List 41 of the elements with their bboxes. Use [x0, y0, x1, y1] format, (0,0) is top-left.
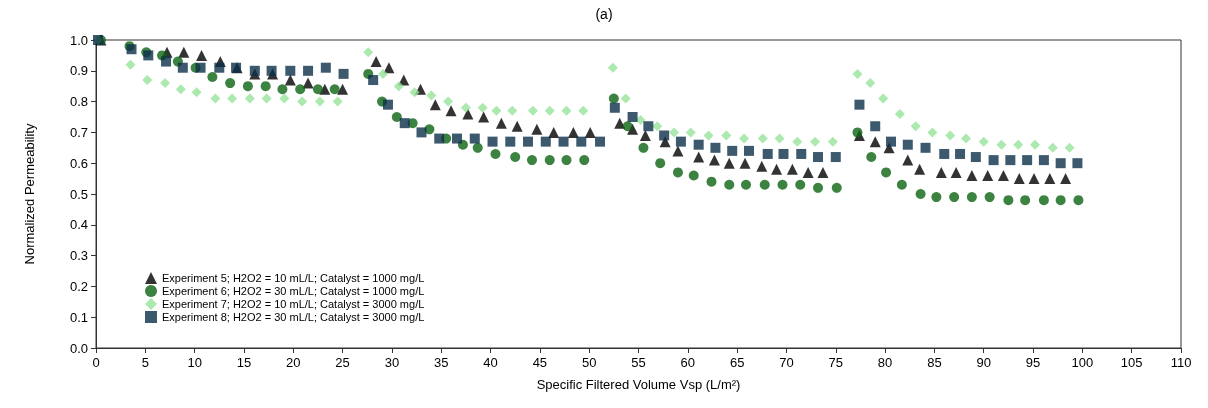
x-tick-label: 65 [729, 355, 745, 370]
y-tick-label: 0.6 [69, 155, 88, 171]
y-tick-label: 0.3 [69, 248, 88, 264]
y-tick-label: 0.4 [69, 217, 88, 233]
x-tick-label: 25 [335, 355, 350, 370]
x-tick-label: 100 [1071, 355, 1094, 370]
y-tick-label: 0.0 [69, 340, 88, 356]
y-tick-label: 0.5 [69, 186, 88, 202]
x-tick-label: 30 [384, 355, 400, 370]
x-tick-label: 110 [1170, 355, 1192, 370]
x-tick-label: 75 [828, 355, 844, 370]
x-tick-label: 95 [1025, 355, 1041, 370]
x-tick-label: 55 [631, 355, 646, 370]
x-tick-label: 20 [286, 355, 301, 370]
y-axis-title: Normalized Permeability [22, 123, 37, 265]
x-tick-label: 45 [532, 355, 548, 370]
x-tick-label: 60 [680, 355, 696, 370]
y-tick-label: 1.0 [69, 32, 88, 48]
x-tick-label: 5 [141, 355, 149, 370]
x-axis-title: Specific Filtered Volume Vsp (L/m²) [536, 377, 741, 392]
x-tick-label: 50 [581, 355, 597, 370]
x-tick-label: 70 [779, 355, 794, 370]
x-tick-label: 10 [187, 355, 202, 370]
y-tick-label: 0.7 [69, 124, 88, 140]
x-tick-label: 80 [877, 355, 893, 370]
x-tick-label: 35 [433, 355, 449, 370]
legend-label: Experiment 6; H2O2 = 30 mL/L; Catalyst = 1000 mg/L [162, 285, 425, 297]
y-tick-label: 0.8 [69, 94, 88, 110]
chart-title: (a) [595, 6, 613, 22]
legend-label: Experiment 5; H2O2 = 10 mL/L; Catalyst = 1000 mg/L [162, 272, 425, 284]
x-tick-label: 15 [236, 355, 252, 370]
y-tick-label: 0.1 [69, 309, 88, 325]
x-tick-label: 40 [483, 355, 498, 370]
x-tick-label: 105 [1120, 355, 1143, 370]
x-tick-label: 90 [976, 355, 991, 370]
legend-label: Experiment 7; H2O2 = 10 mL/L; Catalyst = 3000 mg/L [162, 298, 425, 310]
x-tick-label: 85 [927, 355, 942, 370]
legend-label: Experiment 8; H2O2 = 30 mL/L; Catalyst = 3000 mg/L [162, 311, 425, 323]
y-tick-label: 0.9 [69, 63, 88, 79]
y-tick-label: 0.2 [69, 278, 88, 294]
x-tick-label: 0 [92, 355, 100, 370]
